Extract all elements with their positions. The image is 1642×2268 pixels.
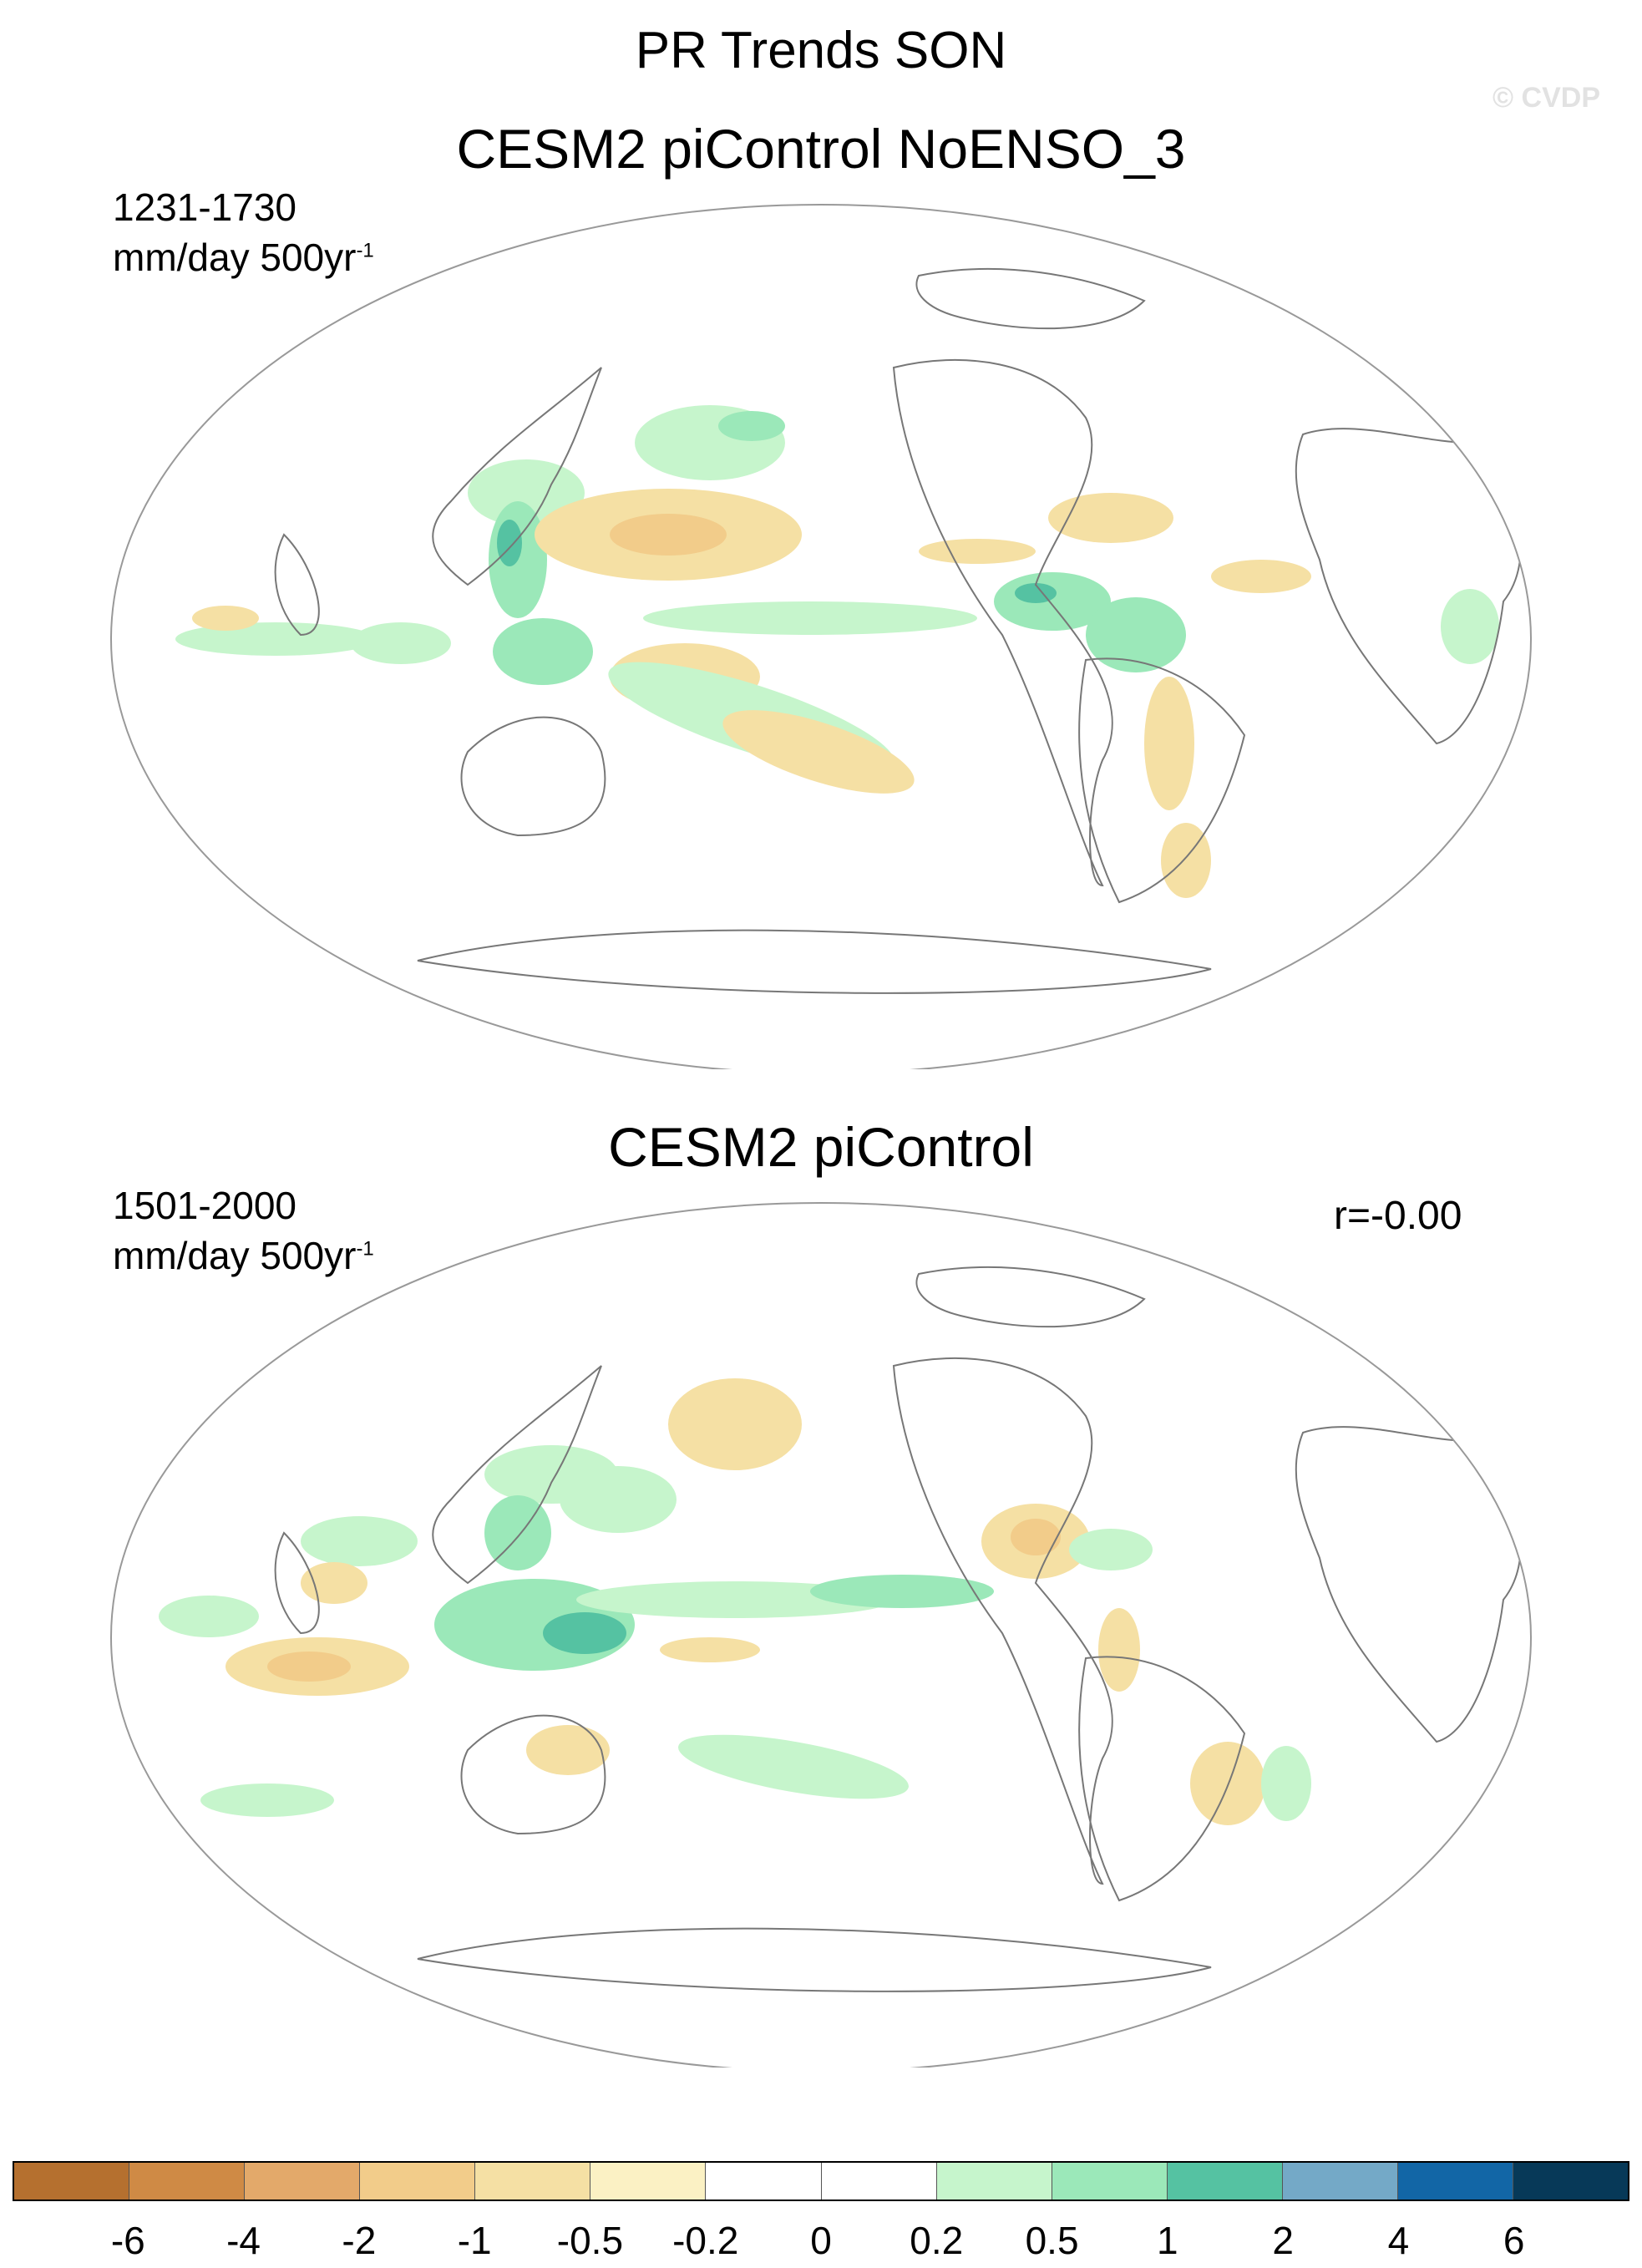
colorbar-tick-label: 1 bbox=[1157, 2219, 1178, 2262]
colorbar-tick-label: 0 bbox=[810, 2219, 832, 2262]
panel-2-period: 1501-2000 bbox=[113, 1184, 296, 1227]
colorbar-tick-label: -2 bbox=[342, 2219, 377, 2262]
panel-2-map-boundary bbox=[110, 1202, 1532, 2068]
colorbar-tick-label: -0.5 bbox=[556, 2219, 624, 2262]
colorbar-tick-label: 6 bbox=[1503, 2219, 1525, 2262]
cvdp-watermark: © CVDP bbox=[1492, 82, 1600, 114]
panel-1-title: CESM2 piControl NoENSO_3 bbox=[456, 118, 1186, 180]
panel-1-coastlines bbox=[274, 267, 1522, 994]
colorbar-tick-label: 0.2 bbox=[910, 2219, 964, 2262]
colorbar-tick-label: 4 bbox=[1387, 2219, 1410, 2262]
colorbar-segment bbox=[14, 2163, 130, 2200]
colorbar-tick-label: -1 bbox=[457, 2219, 492, 2262]
colorbar-segment bbox=[1167, 2163, 1283, 2200]
colorbar-segment bbox=[590, 2163, 707, 2200]
colorbar-segment bbox=[1282, 2163, 1398, 2200]
panel-2-precip-anomalies bbox=[159, 1295, 1420, 1825]
panel-1-units-base: mm/day 500yr bbox=[113, 236, 357, 279]
panel-1-map bbox=[110, 204, 1532, 1069]
panel-1-map-boundary bbox=[110, 204, 1532, 1069]
colorbar-segment bbox=[1052, 2163, 1168, 2200]
colorbar-tick-label: -6 bbox=[110, 2219, 145, 2262]
colorbar bbox=[13, 2161, 1629, 2201]
panel-2-map bbox=[110, 1202, 1532, 2068]
colorbar-segment bbox=[936, 2163, 1052, 2200]
colorbar-segment bbox=[706, 2163, 822, 2200]
colorbar-segment bbox=[1513, 2163, 1629, 2200]
panel-2-correlation: r=-0.00 bbox=[1334, 1194, 1462, 1238]
colorbar-tick-label: 0.5 bbox=[1025, 2219, 1079, 2262]
colorbar-tick-label: -0.2 bbox=[672, 2219, 739, 2262]
panel-1-period: 1231-1730 bbox=[113, 185, 296, 229]
panel-1-units-exponent: -1 bbox=[356, 239, 374, 262]
colorbar-segment bbox=[129, 2163, 246, 2200]
colorbar-segment bbox=[245, 2163, 361, 2200]
colorbar-segment bbox=[475, 2163, 591, 2200]
panel-2-units-base: mm/day 500yr bbox=[113, 1234, 357, 1277]
colorbar-tick-label: -4 bbox=[226, 2219, 261, 2262]
colorbar-segment bbox=[360, 2163, 476, 2200]
figure-title: PR Trends SON bbox=[635, 22, 1007, 79]
colorbar-segment bbox=[1397, 2163, 1514, 2200]
panel-2-title: CESM2 piControl bbox=[608, 1116, 1034, 1178]
colorbar-tick-label: 2 bbox=[1272, 2219, 1294, 2262]
panel-2-units-exponent: -1 bbox=[356, 1237, 374, 1261]
panel-1-units: mm/day 500yr-1 bbox=[113, 238, 374, 277]
colorbar-segment bbox=[821, 2163, 937, 2200]
panel-1-precip-anomalies bbox=[175, 405, 1499, 898]
panel-2-units: mm/day 500yr-1 bbox=[113, 1236, 374, 1275]
